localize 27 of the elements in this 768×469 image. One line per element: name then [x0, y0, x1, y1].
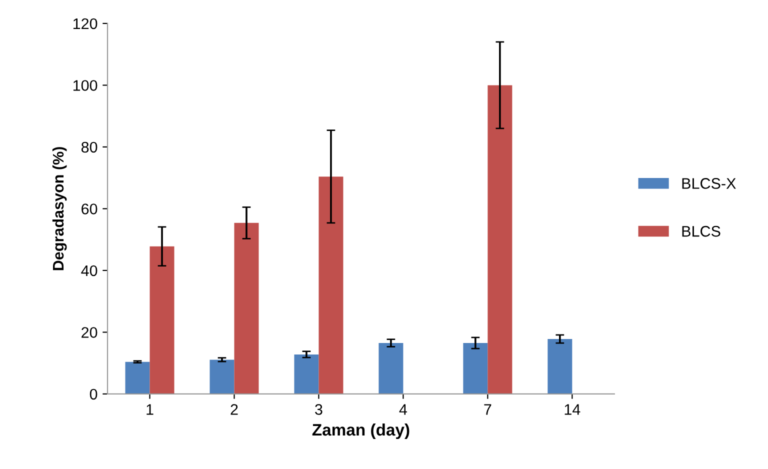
y-tick-label: 40: [81, 265, 98, 276]
x-tick-label: 4: [399, 404, 407, 415]
bar: [125, 362, 150, 394]
x-tick-label: 1: [146, 404, 154, 415]
bar: [378, 343, 404, 394]
y-axis-title: Degradasyon (%): [52, 147, 67, 270]
bar: [150, 246, 174, 394]
y-tick-label: 100: [73, 80, 98, 91]
legend-label: BLCS: [682, 226, 720, 237]
legend-label: BLCS-X: [682, 178, 736, 189]
y-tick-label: 60: [82, 204, 98, 214]
bar: [318, 176, 344, 394]
x-tick-label: 7: [484, 404, 492, 415]
bar: [463, 343, 488, 394]
x-axis-title: Zaman (day): [312, 423, 410, 440]
y-tick-label: 0: [90, 388, 98, 400]
x-tick-label: 3: [315, 404, 322, 415]
bar: [294, 354, 319, 394]
bar: [234, 222, 259, 394]
y-tick-label: 20: [82, 327, 98, 338]
bar: [210, 360, 234, 394]
y-tick-label: 80: [81, 142, 98, 153]
y-tick-label: 120: [73, 18, 98, 30]
x-tick-label: 2: [230, 404, 238, 415]
bar: [548, 339, 572, 394]
x-tick-label: 14: [564, 404, 580, 415]
bar: [488, 85, 512, 394]
